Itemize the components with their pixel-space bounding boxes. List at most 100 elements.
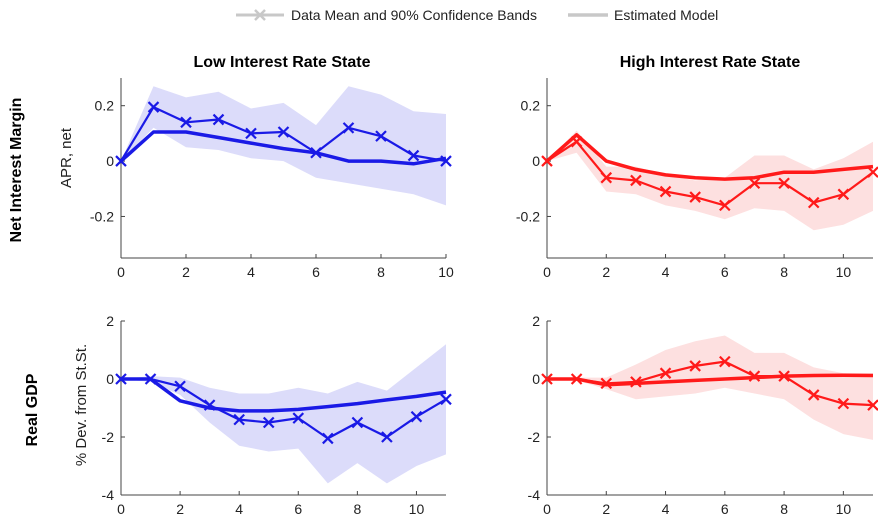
x-tick-label: 6 (294, 501, 302, 517)
data-point-marker (778, 177, 790, 190)
data-point-marker (837, 188, 850, 201)
marker-stroke (689, 191, 701, 203)
data-point-marker (837, 397, 850, 410)
marker-stroke (600, 171, 613, 184)
confidence-band (547, 335, 873, 440)
marker-stroke (233, 413, 245, 426)
marker-stroke (748, 370, 761, 382)
model-line (547, 373, 874, 387)
data-point-marker (630, 174, 642, 187)
marker-stroke (212, 113, 225, 126)
data-point-marker (541, 155, 553, 167)
data-point-marker (689, 360, 701, 372)
model-line (121, 377, 447, 413)
y-tick-label: -0.2 (90, 208, 114, 224)
data-point-marker (867, 166, 878, 178)
row-label-nim: Net Interest Margin (8, 98, 25, 243)
data-point-marker (407, 149, 420, 162)
y-tick-label: -4 (528, 487, 541, 503)
x-tick-label: 10 (409, 501, 425, 517)
panel-nim-high: 0 2 4 6 8 10 -0.2 0 0.2 (516, 78, 878, 280)
x-tick-label: 2 (176, 501, 184, 517)
data-point-marker (233, 413, 245, 426)
data-point-marker (203, 399, 216, 411)
ylabel-apr: APR, net (58, 127, 75, 188)
data-point-marker (180, 116, 192, 129)
x-tick-label: 0 (543, 264, 551, 280)
data-point-marker (410, 410, 423, 423)
marker-stroke (245, 127, 257, 140)
data-point-marker (310, 146, 322, 159)
data-point-marker (144, 373, 157, 385)
marker-stroke (292, 412, 305, 424)
marker-stroke (541, 155, 553, 167)
x-tick-label: 2 (602, 501, 610, 517)
y-tick-label: -0.2 (516, 208, 540, 224)
panel-nim-low: 0 2 4 6 8 10 -0.2 0 0.2 (90, 78, 454, 280)
x-tick-label: 8 (353, 501, 361, 517)
marker-stroke (778, 370, 790, 382)
marker-stroke (351, 416, 364, 429)
x-tick-label: 4 (662, 264, 670, 280)
row-label-gdp: Real GDP (24, 373, 41, 446)
data-point-marker (867, 399, 878, 411)
marker-stroke (570, 373, 583, 385)
marker-stroke (659, 367, 672, 379)
panel-gdp-high: 0 2 4 6 8 10 -4 -2 0 2 (528, 313, 878, 517)
marker-stroke (115, 155, 127, 167)
model-line (545, 133, 874, 181)
marker-stroke (144, 373, 157, 385)
legend-model-label: Estimated Model (614, 7, 718, 23)
marker-stroke (600, 377, 613, 390)
data-point-marker (570, 373, 583, 385)
marker-stroke (778, 177, 790, 190)
y-tick-label: 2 (532, 313, 540, 329)
x-tick-label: 0 (543, 501, 551, 517)
marker-stroke (570, 135, 583, 148)
x-tick-label: 0 (117, 501, 125, 517)
data-point-marker (659, 367, 672, 379)
data-point-marker (292, 412, 305, 424)
data-point-marker (212, 113, 225, 126)
marker-stroke (659, 185, 672, 198)
marker-stroke (837, 188, 850, 201)
y-tick-label: 0.2 (521, 98, 541, 114)
confidence-band (121, 344, 446, 484)
data-point-marker (342, 122, 355, 134)
confidence-band (121, 86, 446, 206)
y-tick-label: 0 (106, 153, 114, 169)
data-point-marker (440, 155, 452, 167)
y-tick-label: 0 (532, 371, 540, 387)
marker-stroke (630, 376, 642, 388)
x-tick-label: 10 (836, 501, 852, 517)
x-tick-label: 6 (721, 501, 729, 517)
marker-stroke (342, 122, 355, 134)
y-tick-label: 2 (106, 313, 114, 329)
marker-stroke (807, 389, 820, 401)
data-point-marker (659, 185, 672, 198)
marker-stroke (689, 360, 701, 372)
marker-stroke (719, 355, 731, 368)
data-point-marker (748, 177, 761, 190)
data-point-marker (351, 416, 364, 429)
marker-stroke (115, 373, 127, 385)
data-point-marker (147, 101, 160, 113)
y-tick-label: 0 (106, 371, 114, 387)
data-point-marker (174, 380, 186, 393)
marker-stroke (310, 146, 322, 159)
marker-stroke (147, 101, 160, 113)
ylabel-gdp: % Dev. from St.St. (73, 344, 90, 466)
data-point-marker (381, 431, 393, 443)
marker-stroke (262, 416, 275, 429)
data-point-marker (115, 155, 127, 167)
data-point-marker (541, 373, 553, 385)
x-tick-label: 8 (780, 501, 788, 517)
data-point-marker (375, 130, 387, 142)
data-point-marker (807, 389, 820, 401)
legend: Data Mean and 90% Confidence Bands Estim… (236, 7, 718, 23)
model-line (119, 130, 447, 166)
marker-stroke (630, 174, 642, 187)
panel-gdp-low: 0 2 4 6 8 10 -4 -2 0 2 (102, 313, 452, 517)
data-point-marker (778, 370, 790, 382)
title-low-rate: Low Interest Rate State (194, 54, 371, 71)
